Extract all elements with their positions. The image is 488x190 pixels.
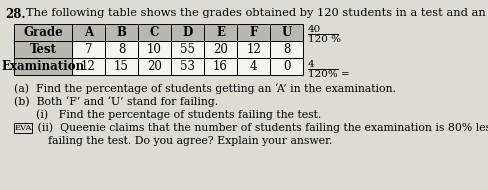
Bar [237,41,269,58]
Text: 4: 4 [307,60,314,69]
Bar [269,41,303,58]
Text: failing the test. Do you agree? Explain your answer.: failing the test. Do you agree? Explain … [48,136,332,146]
Text: (a)  Find the percentage of students getting an ‘A’ in the examination.: (a) Find the percentage of students gett… [14,84,395,94]
Bar [14,41,72,58]
Text: 28.: 28. [5,8,25,21]
Bar [203,58,237,75]
Bar [269,24,303,41]
Text: 12: 12 [81,60,96,73]
Bar [105,41,138,58]
Text: 53: 53 [180,60,195,73]
Bar [105,24,138,41]
Bar [138,41,171,58]
Text: 0: 0 [282,60,290,73]
Text: Test: Test [29,43,57,56]
Text: 40: 40 [307,25,321,34]
Text: 8: 8 [282,43,289,56]
Text: Examination: Examination [1,60,84,73]
Bar [138,58,171,75]
Text: 16: 16 [213,60,227,73]
Text: 10: 10 [147,43,162,56]
Bar [203,24,237,41]
Bar [171,24,203,41]
Text: 12: 12 [245,43,260,56]
Text: (i)   Find the percentage of students failing the test.: (i) Find the percentage of students fail… [36,110,321,120]
Bar [171,41,203,58]
Text: (ii)  Queenie claims that the number of students failing the examination is 80% : (ii) Queenie claims that the number of s… [34,123,488,133]
Text: B: B [116,26,126,39]
Bar [14,123,32,133]
Text: D: D [182,26,192,39]
Text: The following table shows the grades obtained by 120 students in a test and an e: The following table shows the grades obt… [26,8,488,18]
Text: 120% =: 120% = [307,70,349,79]
Bar [72,24,105,41]
Bar [171,58,203,75]
Text: 7: 7 [84,43,92,56]
Text: 15: 15 [114,60,129,73]
Text: F: F [249,26,257,39]
Text: EVA: EVA [14,124,32,132]
Bar [14,58,72,75]
Text: A: A [84,26,93,39]
Bar [203,41,237,58]
Text: U: U [281,26,291,39]
Text: 55: 55 [180,43,195,56]
Bar [72,41,105,58]
Bar [72,58,105,75]
Text: 120 %: 120 % [307,35,340,44]
Text: 20: 20 [147,60,162,73]
Bar [237,58,269,75]
Bar [269,58,303,75]
Text: (b)  Both ‘F’ and ‘U’ stand for failing.: (b) Both ‘F’ and ‘U’ stand for failing. [14,97,218,107]
Bar [138,24,171,41]
Text: 8: 8 [118,43,125,56]
Bar [14,24,72,41]
Bar [105,58,138,75]
Text: E: E [216,26,224,39]
Text: Grade: Grade [23,26,63,39]
Bar [237,24,269,41]
Text: 20: 20 [213,43,227,56]
Text: 4: 4 [249,60,257,73]
Text: C: C [149,26,159,39]
